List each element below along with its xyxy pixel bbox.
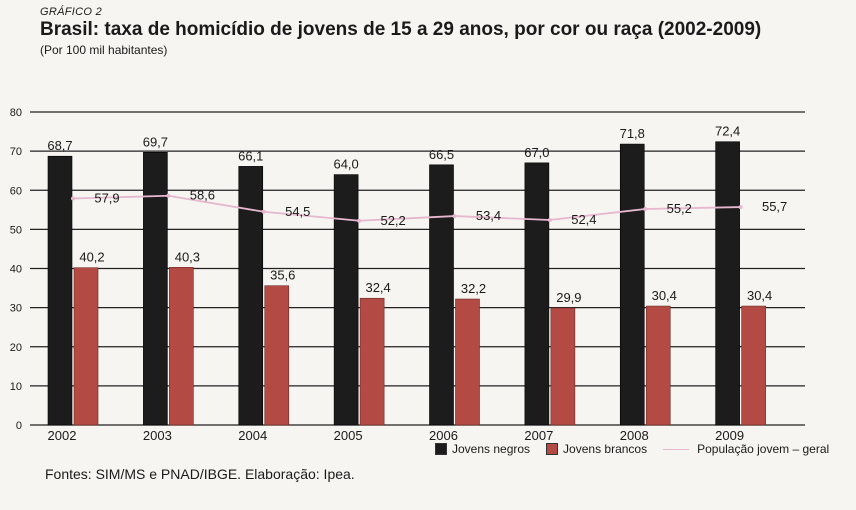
legend-item-negros: Jovens negros <box>435 442 530 456</box>
bar-jovens-brancos <box>264 285 290 426</box>
y-tick-label: 30 <box>10 303 22 315</box>
legend-item-geral: População jovem – geral <box>663 442 829 456</box>
data-label-negros: 67,0 <box>524 145 549 160</box>
line-point-geral <box>357 218 362 223</box>
bar-jovens-brancos <box>741 305 766 426</box>
x-tick-label: 2007 <box>524 428 553 443</box>
chart-subtitle: (Por 100 mil habitantes) <box>40 43 168 57</box>
data-label-geral: 52,2 <box>380 213 405 228</box>
chart-source: Fontes: SIM/MS e PNAD/IBGE. Elaboração: … <box>45 466 355 482</box>
data-label-brancos: 35,6 <box>270 268 295 283</box>
legend-label-negros: Jovens negros <box>452 442 531 456</box>
bar-jovens-negros <box>619 143 645 426</box>
data-label-brancos: 30,4 <box>747 288 772 303</box>
bar-jovens-brancos <box>645 305 671 426</box>
line-point-geral <box>738 205 743 210</box>
y-tick-label: 80 <box>10 107 22 119</box>
data-label-geral: 55,7 <box>762 199 787 214</box>
general-line <box>71 193 743 223</box>
bar-jovens-brancos <box>169 267 194 426</box>
y-tick-label: 50 <box>10 224 22 236</box>
bar-jovens-negros <box>47 155 73 426</box>
legend-item-brancos: Jovens brancos <box>546 442 647 456</box>
line-point-geral <box>452 214 457 219</box>
y-tick-label: 0 <box>16 420 22 432</box>
data-label-geral: 58,6 <box>190 188 215 203</box>
data-label-negros: 68,7 <box>47 138 72 153</box>
data-label-negros: 72,4 <box>715 124 740 139</box>
data-label-brancos: 30,4 <box>652 288 677 303</box>
y-tick-label: 20 <box>10 342 22 354</box>
line-point-geral <box>166 193 171 198</box>
y-axis-ticks: 0 10 20 30 40 50 60 70 80 <box>10 107 22 432</box>
bar-jovens-brancos <box>455 298 480 426</box>
line-point-geral <box>71 196 75 201</box>
chart-title: Brasil: taxa de homicídio de jovens de 1… <box>40 19 762 40</box>
data-labels: 68,7 40,2 57,9 69,7 40,3 58,6 66,1 35,6 54,5 64,0… <box>47 124 787 305</box>
x-tick-label: 2006 <box>429 428 458 443</box>
y-tick-label: 40 <box>10 264 22 276</box>
x-tick-label: 2008 <box>620 428 649 443</box>
data-label-negros: 69,7 <box>143 134 168 149</box>
chart-legend: Jovens negros Jovens brancos População j… <box>435 438 850 460</box>
legend-swatch-negros <box>435 443 447 455</box>
data-label-negros: 66,1 <box>238 148 263 163</box>
data-label-geral: 55,2 <box>667 201 692 216</box>
line-point-geral <box>261 209 266 214</box>
bar-jovens-negros <box>238 166 264 426</box>
legend-label-brancos: Jovens brancos <box>563 442 648 456</box>
bar-jovens-negros <box>715 141 740 426</box>
chart-kicker: GRÁFICO 2 <box>40 6 102 18</box>
data-label-brancos: 32,4 <box>365 280 390 295</box>
x-tick-label: 2005 <box>334 428 363 443</box>
data-label-negros: 64,0 <box>333 157 358 172</box>
x-axis-ticks: 2002 2003 2004 2005 2006 2007 2008 2009 <box>48 428 745 443</box>
data-label-brancos: 29,9 <box>556 290 581 305</box>
bar-jovens-negros <box>333 174 359 426</box>
legend-label-geral: População jovem – geral <box>697 442 830 456</box>
bar-jovens-negros <box>429 164 454 426</box>
data-label-brancos: 40,3 <box>175 249 200 264</box>
data-label-brancos: 32,2 <box>461 281 486 296</box>
x-tick-label: 2002 <box>48 428 77 443</box>
x-tick-label: 2004 <box>238 428 267 443</box>
x-tick-label: 2009 <box>715 428 744 443</box>
x-tick-label: 2003 <box>143 428 172 443</box>
bar-jovens-brancos <box>73 267 99 426</box>
data-label-negros: 66,5 <box>429 147 454 162</box>
bar-jovens-negros <box>524 162 550 426</box>
data-label-geral: 57,9 <box>94 190 119 205</box>
data-label-geral: 52,4 <box>571 212 596 227</box>
bar-jovens-brancos <box>359 297 385 426</box>
bars <box>47 141 766 426</box>
bar-jovens-negros <box>143 151 168 426</box>
bar-jovens-brancos <box>550 307 576 426</box>
data-label-geral: 53,4 <box>476 208 501 223</box>
y-tick-label: 10 <box>10 381 22 393</box>
data-label-brancos: 40,2 <box>79 250 104 265</box>
chart-header: GRÁFICO 2 Brasil: taxa de homicídio de j… <box>40 6 830 57</box>
y-tick-label: 60 <box>10 185 22 197</box>
legend-swatch-brancos <box>546 443 559 455</box>
y-tick-label: 70 <box>10 146 22 158</box>
line-point-geral <box>643 207 648 212</box>
data-label-geral: 54,5 <box>285 204 310 219</box>
line-point-geral <box>547 217 552 222</box>
legend-swatch-geral <box>663 448 690 450</box>
line-populacao-jovem <box>72 194 741 222</box>
data-label-negros: 71,8 <box>620 126 645 141</box>
bar-chart: 0 10 20 30 40 50 60 70 80 68,7 40,2 57,9 69,7 40,3 58… <box>10 107 805 443</box>
